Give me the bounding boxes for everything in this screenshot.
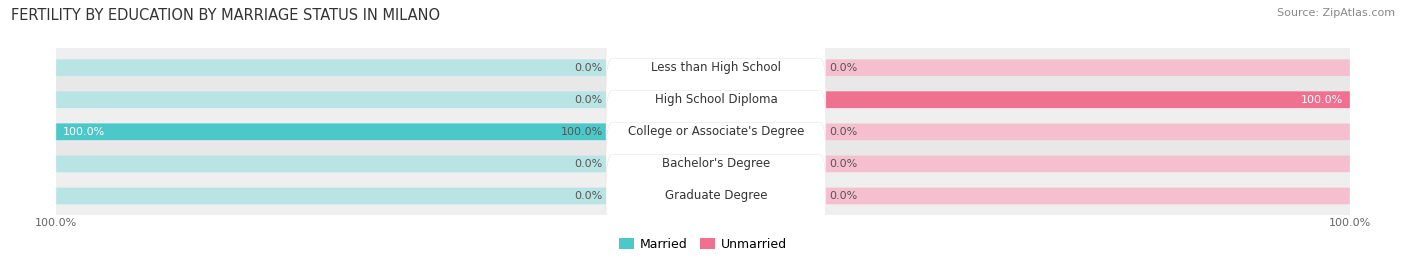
FancyBboxPatch shape (41, 132, 1367, 196)
FancyBboxPatch shape (41, 100, 1367, 164)
FancyBboxPatch shape (606, 58, 825, 141)
FancyBboxPatch shape (56, 187, 703, 204)
Text: Graduate Degree: Graduate Degree (665, 189, 768, 203)
FancyBboxPatch shape (41, 68, 1367, 132)
FancyBboxPatch shape (56, 123, 703, 140)
FancyBboxPatch shape (703, 123, 1350, 140)
FancyBboxPatch shape (606, 155, 825, 237)
Text: FERTILITY BY EDUCATION BY MARRIAGE STATUS IN MILANO: FERTILITY BY EDUCATION BY MARRIAGE STATU… (11, 8, 440, 23)
Text: Source: ZipAtlas.com: Source: ZipAtlas.com (1277, 8, 1395, 18)
FancyBboxPatch shape (703, 91, 1350, 108)
FancyBboxPatch shape (703, 91, 1350, 108)
Text: 0.0%: 0.0% (575, 95, 603, 105)
FancyBboxPatch shape (703, 155, 1350, 172)
Legend: Married, Unmarried: Married, Unmarried (613, 233, 793, 256)
FancyBboxPatch shape (56, 123, 703, 140)
FancyBboxPatch shape (41, 164, 1367, 228)
FancyBboxPatch shape (606, 123, 825, 205)
Text: 0.0%: 0.0% (575, 63, 603, 73)
Text: 0.0%: 0.0% (830, 127, 858, 137)
Text: 100.0%: 100.0% (561, 127, 603, 137)
Text: 100.0%: 100.0% (63, 127, 105, 137)
Text: 0.0%: 0.0% (575, 191, 603, 201)
Text: High School Diploma: High School Diploma (655, 93, 778, 106)
FancyBboxPatch shape (56, 155, 703, 172)
Text: Less than High School: Less than High School (651, 61, 780, 74)
FancyBboxPatch shape (56, 59, 703, 76)
Text: 0.0%: 0.0% (830, 191, 858, 201)
FancyBboxPatch shape (56, 91, 703, 108)
Text: 0.0%: 0.0% (830, 159, 858, 169)
FancyBboxPatch shape (606, 26, 825, 109)
FancyBboxPatch shape (703, 187, 1350, 204)
FancyBboxPatch shape (606, 91, 825, 173)
FancyBboxPatch shape (41, 36, 1367, 100)
FancyBboxPatch shape (703, 59, 1350, 76)
Text: Bachelor's Degree: Bachelor's Degree (662, 157, 770, 170)
Text: 0.0%: 0.0% (575, 159, 603, 169)
Text: 100.0%: 100.0% (1301, 95, 1343, 105)
Text: College or Associate's Degree: College or Associate's Degree (627, 125, 804, 138)
Text: 0.0%: 0.0% (830, 63, 858, 73)
